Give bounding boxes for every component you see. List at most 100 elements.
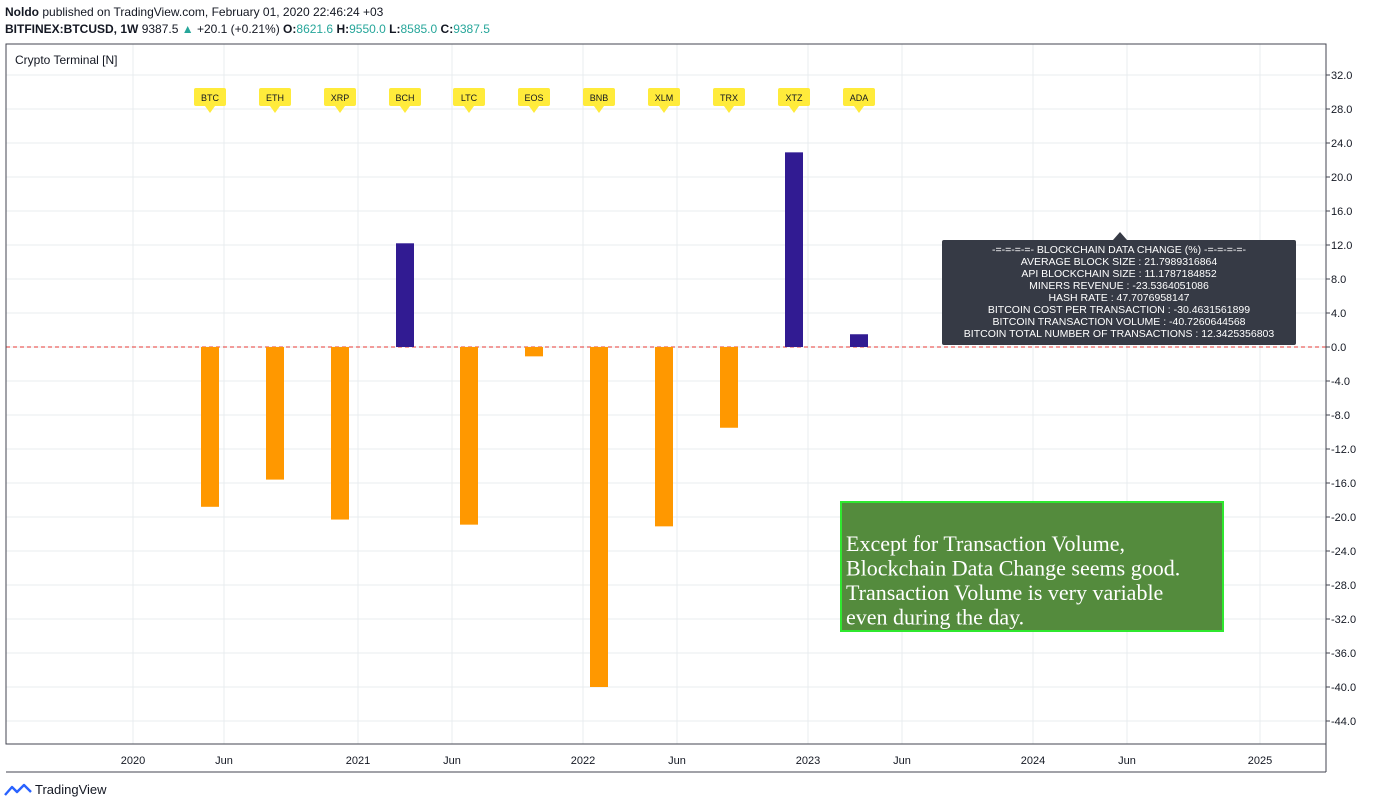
bar-xlm[interactable] <box>655 347 673 527</box>
y-tick-label: 16.0 <box>1331 206 1352 218</box>
flag-btc[interactable]: BTC <box>194 88 226 113</box>
indicator-label[interactable]: Crypto Terminal [N] <box>15 53 117 67</box>
publish-line: Noldo published on TradingView.com, Febr… <box>5 4 490 21</box>
note-line: Transaction Volume is very variable <box>846 580 1163 605</box>
y-tick-label: 0.0 <box>1331 342 1346 354</box>
publish-info: published on TradingView.com, February 0… <box>42 5 384 19</box>
y-tick-label: 8.0 <box>1331 274 1346 286</box>
panel-row: BITCOIN COST PER TRANSACTION : -30.46315… <box>988 304 1250 316</box>
note-background <box>840 501 1224 632</box>
panel-row: API BLOCKCHAIN SIZE : 11.1787184852 <box>1021 268 1216 280</box>
bar-bnb[interactable] <box>590 347 608 687</box>
y-tick-label: 4.0 <box>1331 308 1346 320</box>
bar-eos[interactable] <box>525 347 543 357</box>
y-axis[interactable]: 32.0 28.0 24.0 20.0 16.0 12.0 8.0 4.0 0.0 -4.0 -8.… <box>1326 70 1356 728</box>
flag-label: XRP <box>331 93 350 103</box>
high-value: 9550.0 <box>349 22 386 36</box>
bar-bch[interactable] <box>396 243 414 347</box>
panel-row: AVERAGE BLOCK SIZE : 21.7989316864 <box>1021 256 1218 268</box>
x-tick-label: Jun <box>1118 755 1136 767</box>
y-tick-label: -32.0 <box>1331 614 1356 626</box>
flag-label: ETH <box>266 93 284 103</box>
x-tick-label: Jun <box>668 755 686 767</box>
y-tick-label: -20.0 <box>1331 512 1356 524</box>
x-tick-label: 2024 <box>1021 755 1045 767</box>
flag-ltc[interactable]: LTC <box>453 88 485 113</box>
last-price: 9387.5 <box>141 22 179 36</box>
y-tick-label: -40.0 <box>1331 682 1356 694</box>
symbol-line: BITFINEX:BTCUSD, 1W 9387.5 ▲ +20.1 (+0.2… <box>5 21 490 38</box>
chart-header: Noldo published on TradingView.com, Febr… <box>5 4 490 38</box>
panel-row: BITCOIN TOTAL NUMBER OF TRANSACTIONS : 1… <box>964 328 1275 340</box>
note-box[interactable]: Except for Transaction Volume,Blockchain… <box>840 501 1224 632</box>
flag-trx[interactable]: TRX <box>713 88 745 113</box>
panel-row: HASH RATE : 47.7076958147 <box>1048 292 1189 304</box>
flag-label: XLM <box>655 93 674 103</box>
flag-label: BCH <box>395 93 414 103</box>
open-value: 8621.6 <box>296 22 334 36</box>
panel-pointer <box>1113 232 1127 240</box>
flag-ada[interactable]: ADA <box>843 88 875 113</box>
y-tick-label: -44.0 <box>1331 716 1356 728</box>
info-panel: -=-=-=-=- BLOCKCHAIN DATA CHANGE (%) -=-… <box>942 232 1296 345</box>
close-value: 9387.5 <box>453 22 490 36</box>
symbol-name[interactable]: BITFINEX:BTCUSD, 1W <box>5 22 139 36</box>
note-line: Blockchain Data Change seems good. <box>846 556 1180 581</box>
flag-bch[interactable]: BCH <box>389 88 421 113</box>
flag-xlm[interactable]: XLM <box>648 88 680 113</box>
y-tick-label: 24.0 <box>1331 138 1352 150</box>
close-label: C: <box>440 22 454 36</box>
y-tick-label: -28.0 <box>1331 580 1356 592</box>
x-tick-label: 2020 <box>121 755 145 767</box>
y-tick-label: -16.0 <box>1331 478 1356 490</box>
x-tick-label: 2025 <box>1248 755 1272 767</box>
x-tick-label: Jun <box>215 755 233 767</box>
x-axis[interactable]: 2020 Jun 2021 Jun 2022 Jun 2023 Jun 2024 Jun 2025 <box>121 755 1272 767</box>
open-label: O: <box>283 22 297 36</box>
x-tick-label: 2023 <box>796 755 820 767</box>
tradingview-logo-icon <box>4 783 32 796</box>
up-arrow-icon: ▲ <box>181 22 194 36</box>
x-tick-label: Jun <box>443 755 461 767</box>
x-tick-label: 2021 <box>346 755 370 767</box>
author-name[interactable]: Noldo <box>5 5 39 19</box>
y-tick-label: -24.0 <box>1331 546 1356 558</box>
flag-bnb[interactable]: BNB <box>583 88 615 113</box>
flag-xtz[interactable]: XTZ <box>778 88 810 113</box>
bar-xrp[interactable] <box>331 347 349 520</box>
bar-eth[interactable] <box>266 347 284 480</box>
flag-label: TRX <box>720 93 738 103</box>
panel-background <box>942 240 1296 345</box>
panel-row: BITCOIN TRANSACTION VOLUME : -40.7260644… <box>992 316 1245 328</box>
bar-ada[interactable] <box>850 334 868 347</box>
footer: TradingView <box>4 782 107 797</box>
flag-label: ADA <box>850 93 869 103</box>
y-tick-label: -12.0 <box>1331 444 1356 456</box>
note-line: even during the day. <box>846 605 1024 630</box>
price-change: +20.1 (+0.21%) <box>196 22 280 36</box>
footer-brand[interactable]: TradingView <box>35 782 107 797</box>
bar-series <box>201 152 868 687</box>
y-tick-label: 32.0 <box>1331 70 1352 82</box>
flag-label: EOS <box>524 93 543 103</box>
bar-ltc[interactable] <box>460 347 478 525</box>
flag-label: XTZ <box>786 93 804 103</box>
high-label: H: <box>336 22 350 36</box>
flag-eos[interactable]: EOS <box>518 88 550 113</box>
panel-title: -=-=-=-=- BLOCKCHAIN DATA CHANGE (%) -=-… <box>992 244 1246 256</box>
y-tick-label: -8.0 <box>1331 410 1350 422</box>
bar-xtz[interactable] <box>785 152 803 347</box>
flag-label: BNB <box>590 93 609 103</box>
flag-xrp[interactable]: XRP <box>324 88 356 113</box>
panel-row: MINERS REVENUE : -23.5364051086 <box>1029 280 1209 292</box>
x-tick-label: 2022 <box>571 755 595 767</box>
flag-eth[interactable]: ETH <box>259 88 291 113</box>
bar-btc[interactable] <box>201 347 219 507</box>
symbol-flags: BTC ETH XRP BCH LTC EOS BNB XLM TRX XTZ ADA <box>194 88 875 113</box>
flag-label: BTC <box>201 93 220 103</box>
x-tick-label: Jun <box>893 755 911 767</box>
bar-trx[interactable] <box>720 347 738 428</box>
flag-label: LTC <box>461 93 478 103</box>
y-tick-label: 12.0 <box>1331 240 1352 252</box>
